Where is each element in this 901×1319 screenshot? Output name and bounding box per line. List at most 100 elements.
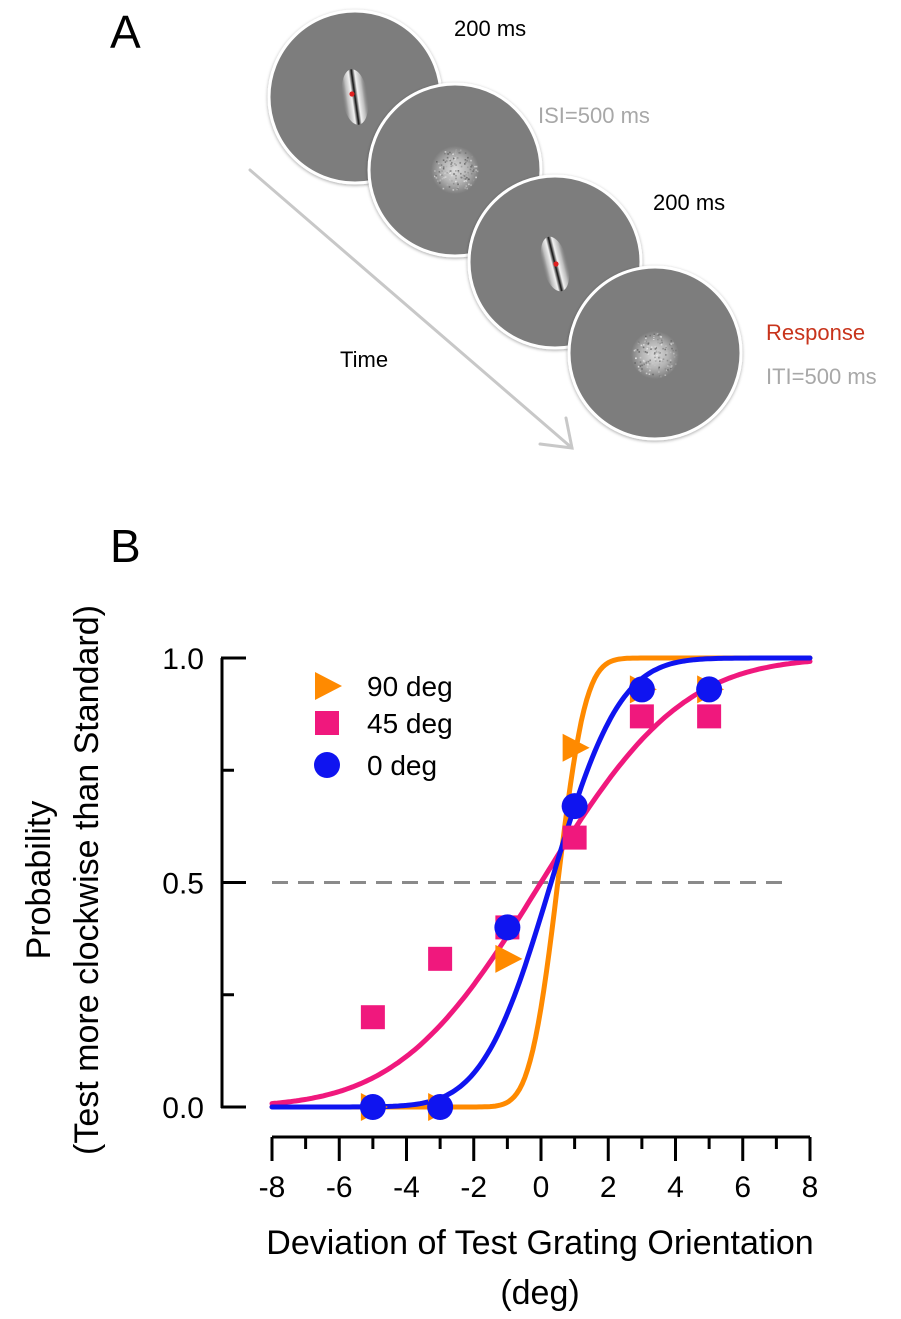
noise-speck	[645, 372, 648, 375]
noise-speck	[475, 176, 477, 179]
noise-speck	[647, 360, 650, 363]
noise-speck	[468, 183, 470, 186]
x-tick-label: -2	[460, 1171, 487, 1204]
noise-speck	[661, 360, 664, 363]
noise-speck	[654, 359, 657, 361]
noise-speck	[647, 342, 650, 344]
noise-speck	[463, 175, 466, 177]
noise-speck	[444, 172, 446, 174]
noise-speck	[639, 365, 642, 367]
noise-speck	[648, 349, 650, 351]
noise-speck	[670, 368, 673, 371]
noise-speck	[644, 345, 646, 347]
noise-speck	[437, 180, 439, 182]
noise-speck	[438, 171, 441, 173]
noise-speck	[453, 157, 455, 160]
data-point-45-deg	[562, 825, 587, 850]
noise-speck	[662, 347, 664, 350]
noise-speck	[658, 356, 661, 359]
noise-speck	[673, 356, 676, 358]
noise-speck	[454, 183, 457, 186]
legend-marker	[315, 672, 342, 700]
noise-speck	[456, 188, 458, 191]
noise-speck	[659, 342, 661, 345]
noise-speck	[648, 354, 650, 356]
noise-speck	[656, 333, 659, 335]
noise-speck	[446, 156, 449, 159]
panel-b-letter: B	[110, 520, 141, 572]
noise-speck	[448, 186, 451, 188]
noise-speck	[642, 353, 645, 356]
noise-speck	[659, 333, 661, 336]
legend-label: 90 deg	[367, 671, 453, 702]
noise-speck	[469, 168, 472, 171]
noise-speck	[670, 365, 673, 367]
noise-speck	[670, 343, 672, 345]
noise-speck	[639, 361, 642, 363]
x-tick-label: 6	[734, 1171, 751, 1204]
noise-speck	[667, 369, 669, 371]
noise-speck	[675, 354, 678, 356]
noise-speck	[670, 367, 672, 370]
noise-speck	[657, 334, 660, 336]
noise-speck	[648, 363, 651, 365]
noise-speck	[466, 177, 468, 179]
noise-speck	[654, 352, 656, 354]
noise-speck	[645, 335, 647, 338]
noise-speck	[455, 150, 457, 153]
noise-speck	[445, 165, 448, 168]
noise-speck	[660, 343, 663, 346]
noise-speck	[452, 189, 455, 191]
gabor-grating	[341, 69, 369, 125]
noise-speck	[657, 338, 659, 341]
noise-speck	[476, 170, 479, 173]
noise-speck	[442, 159, 445, 161]
noise-speck	[449, 178, 451, 181]
noise-speck	[464, 163, 466, 165]
noise-speck	[441, 174, 443, 176]
noise-speck	[448, 158, 451, 160]
x-tick-label: 4	[667, 1171, 684, 1204]
noise-speck	[470, 166, 472, 168]
noise-speck	[657, 341, 659, 344]
noise-speck	[457, 171, 460, 174]
noise-speck	[434, 170, 436, 172]
noise-speck	[649, 367, 652, 369]
noise-speck	[474, 165, 476, 168]
data-point-0-deg	[628, 676, 655, 703]
noise-speck	[465, 180, 468, 182]
y-tick-label: 0.5	[162, 868, 204, 901]
noise-speck	[455, 170, 457, 172]
x-tick-label: -8	[259, 1171, 286, 1204]
noise-speck	[454, 154, 456, 156]
noise-speck	[649, 359, 651, 362]
noise-speck	[669, 351, 672, 354]
noise-speck	[637, 365, 640, 368]
noise-speck	[649, 369, 651, 372]
noise-speck	[451, 161, 453, 164]
noise-speck	[454, 187, 456, 189]
noise-speck	[653, 333, 655, 336]
x-tick-label: 0	[533, 1171, 550, 1204]
noise-speck	[439, 182, 441, 184]
noise-speck	[647, 345, 649, 348]
noise-speck	[465, 173, 467, 176]
noise-speck	[674, 359, 677, 362]
noise-speck	[638, 351, 640, 353]
noise-speck	[455, 180, 457, 183]
noise-speck	[671, 347, 673, 350]
data-point-0-deg	[561, 793, 588, 820]
noise-speck	[662, 338, 664, 341]
noise-speck	[664, 348, 666, 351]
noise-speck	[648, 373, 651, 375]
noise-speck	[665, 346, 667, 348]
noise-speck	[455, 148, 458, 151]
data-point-45-deg	[360, 1005, 385, 1030]
noise-speck	[654, 353, 657, 356]
noise-speck	[442, 175, 445, 177]
noise-texture	[434, 148, 479, 191]
noise-speck	[464, 178, 467, 180]
noise-speck	[471, 156, 473, 158]
noise-speck	[450, 165, 452, 168]
noise-speck	[467, 178, 470, 181]
